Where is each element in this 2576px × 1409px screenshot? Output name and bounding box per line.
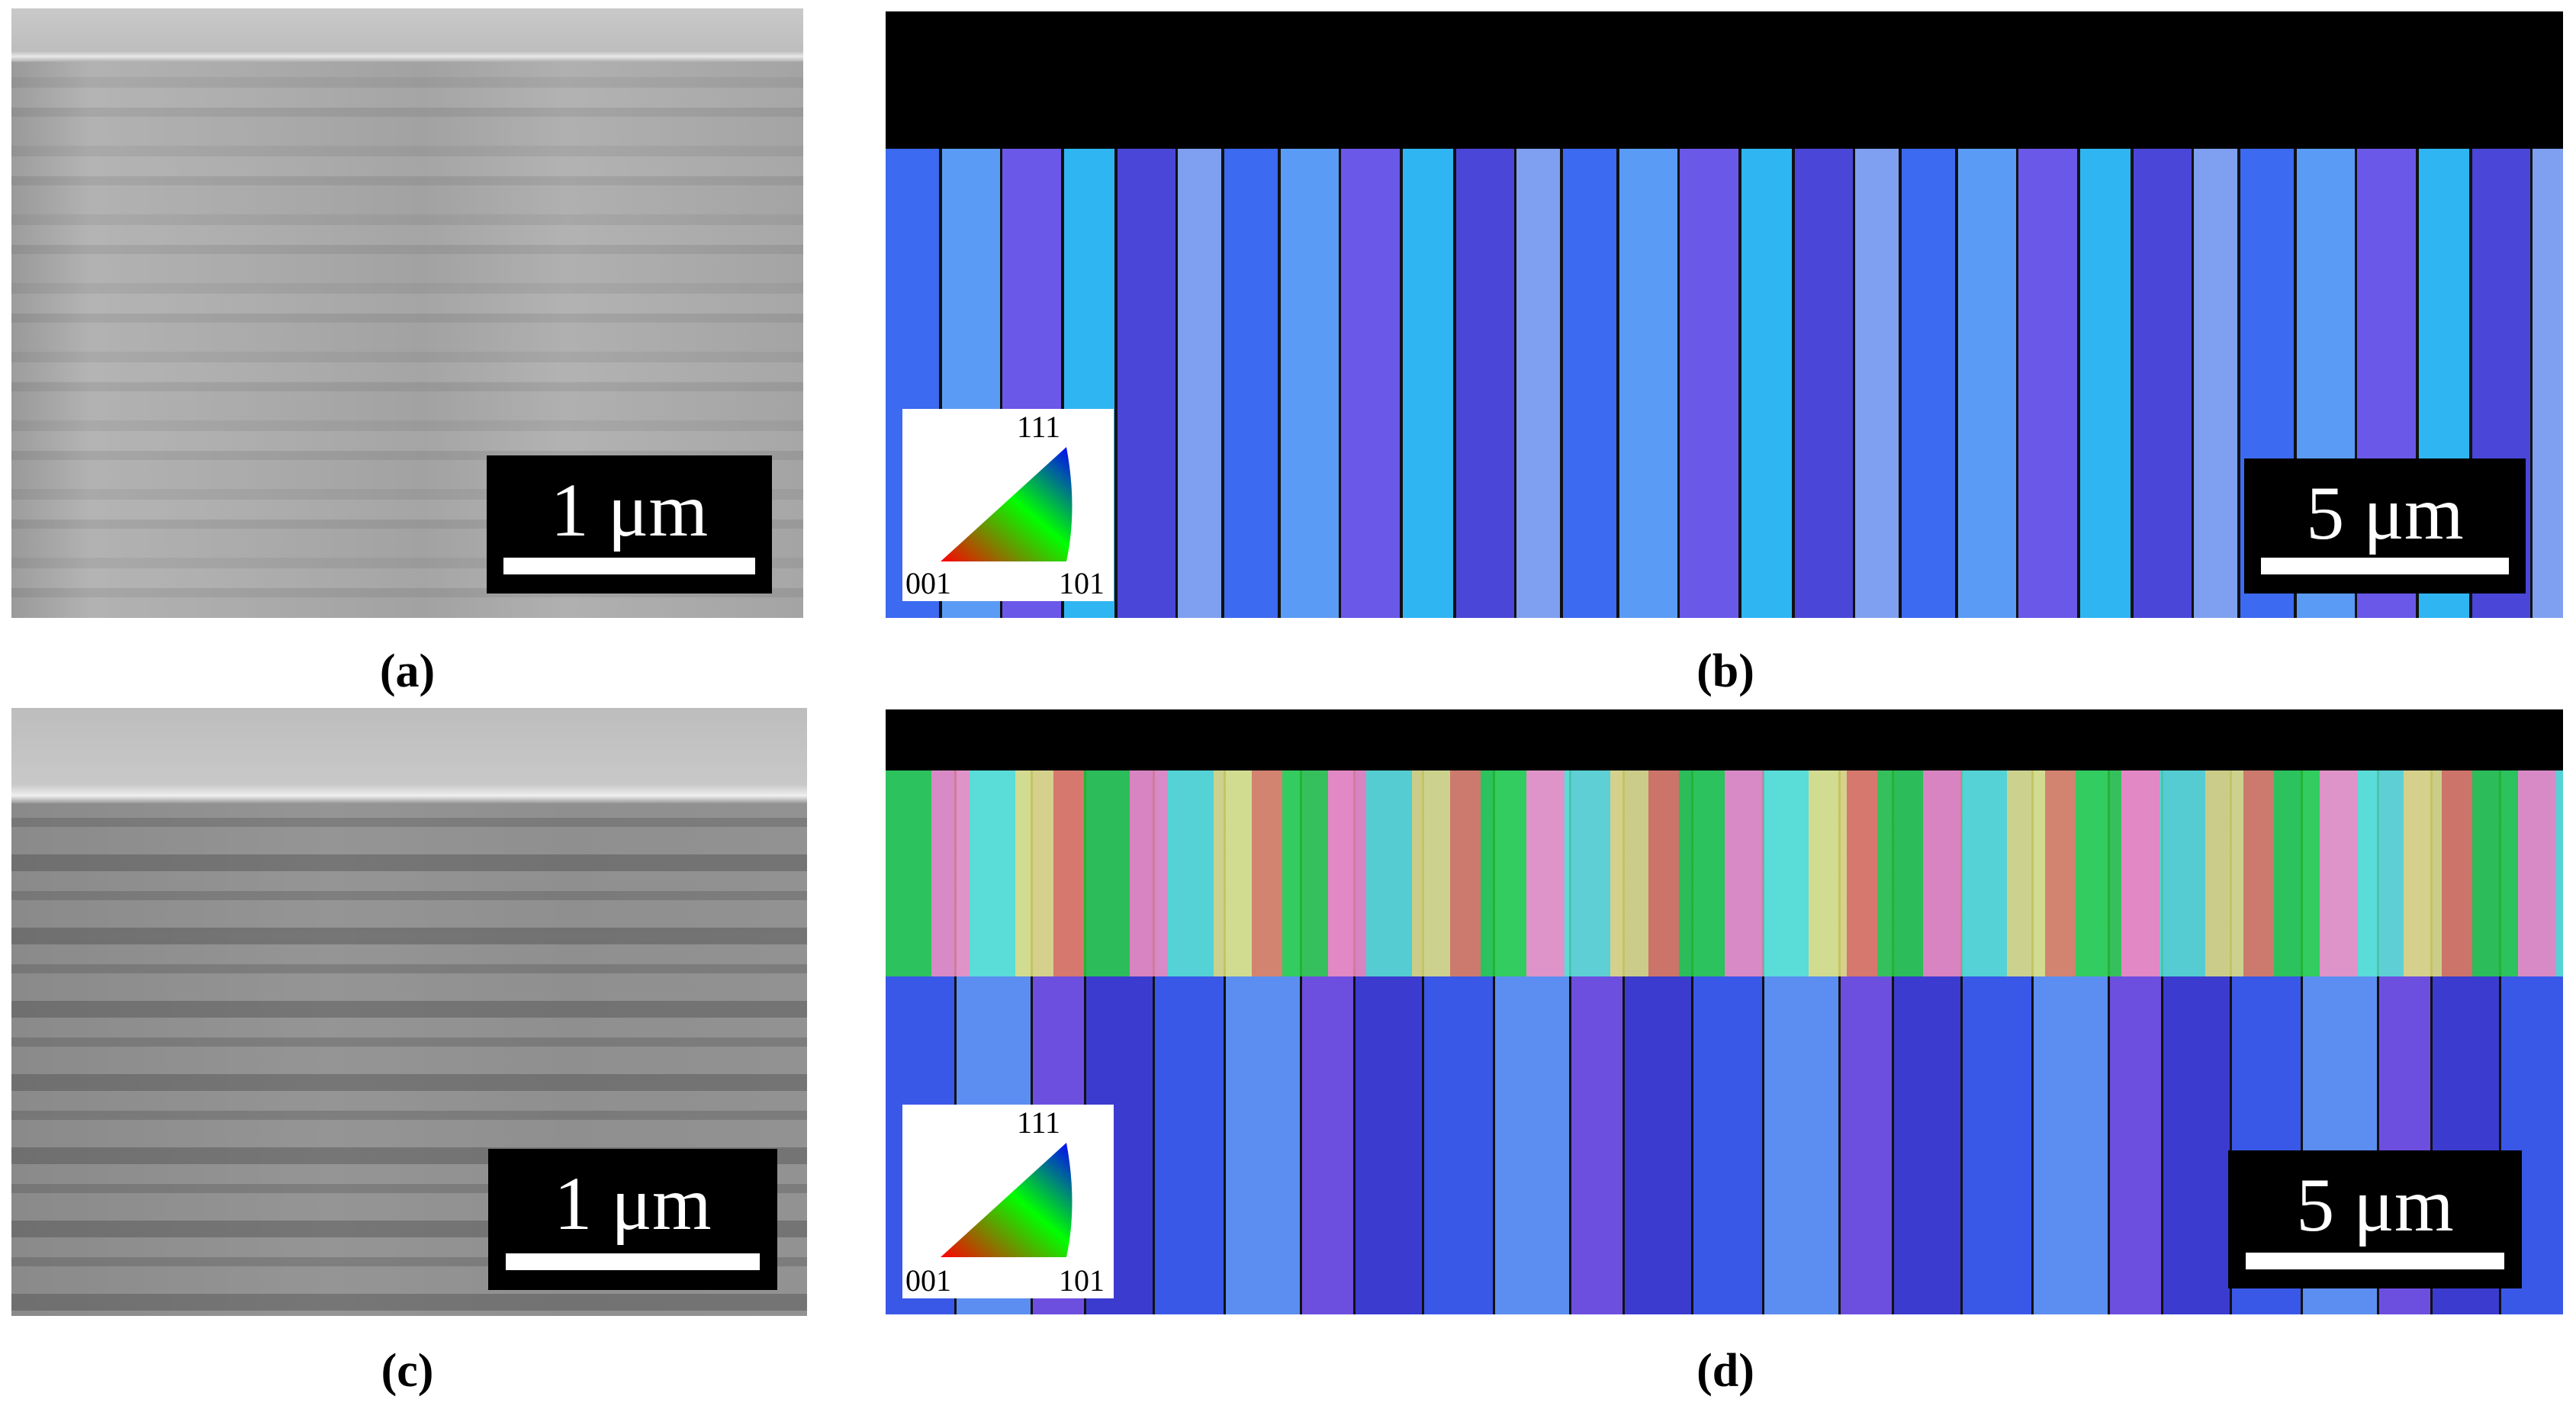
panel-label: (d): [1696, 1345, 1754, 1397]
ipf-legend: 111 001 101: [902, 409, 1114, 601]
ipf-label: 111: [1017, 1105, 1061, 1140]
ipf-label: 111: [1017, 410, 1061, 444]
panel-label: (c): [381, 1345, 434, 1397]
ipf-triangle: [941, 447, 1073, 561]
scale-label: 5 μm: [2296, 1163, 2454, 1247]
ipf-label: 001: [905, 1263, 951, 1298]
scale-label: 5 μm: [2306, 471, 2464, 555]
sem-image-a: [11, 8, 803, 618]
ipf-legend: 111 001 101: [902, 1105, 1114, 1298]
ipf-label: 001: [905, 566, 951, 600]
panel-label: (b): [1696, 645, 1754, 697]
ipf-label: 101: [1059, 566, 1105, 600]
scale-bar: 5 μm: [2228, 1150, 2522, 1288]
ebsd-map-d: [886, 709, 2563, 1314]
ipf-triangle: [941, 1143, 1073, 1257]
scale-label: 1 μm: [550, 468, 709, 552]
scale-label: 1 μm: [554, 1161, 712, 1246]
scale-bar: 1 μm: [488, 1149, 777, 1290]
scale-bar: 5 μm: [2244, 458, 2526, 594]
panel-label: (a): [379, 645, 436, 697]
scale-bar: 1 μm: [487, 455, 772, 594]
ipf-label: 101: [1059, 1263, 1105, 1298]
